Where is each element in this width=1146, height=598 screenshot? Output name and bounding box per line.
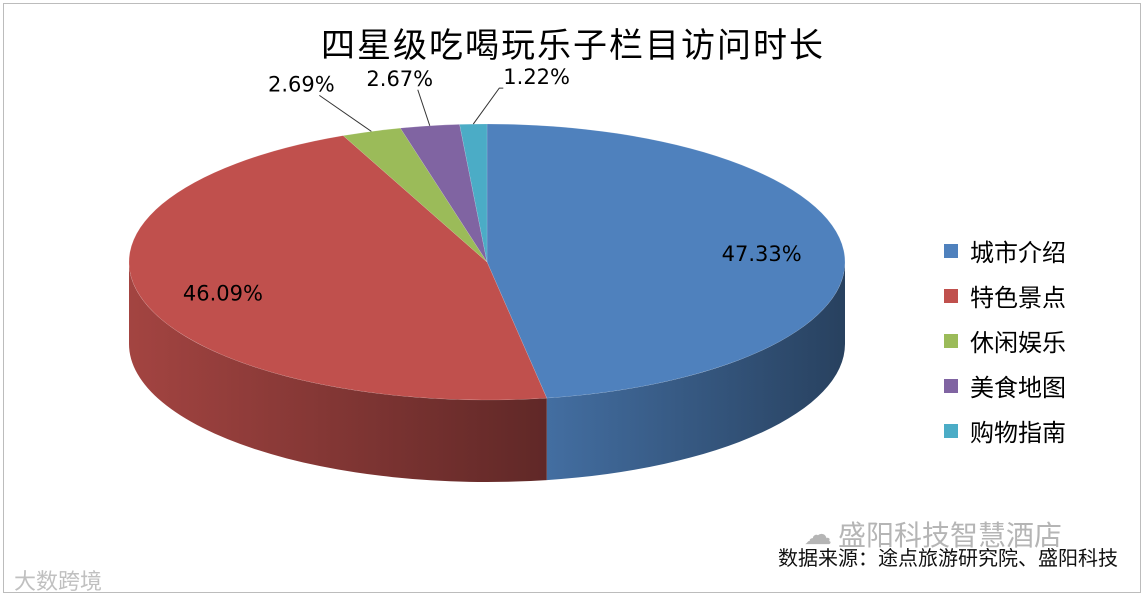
- legend-label: 特色景点: [970, 284, 1066, 312]
- legend-item: 城市介绍: [944, 228, 1066, 273]
- source-note: 数据来源：途点旅游研究院、盛阳科技: [778, 546, 1118, 570]
- chart-frame: 四星级吃喝玩乐子栏目访问时长 47.33% 46.09% 2.69% 2.67% 1.2…: [3, 3, 1141, 595]
- pie-side-1: [546, 262, 845, 481]
- legend-item: 购物指南: [944, 408, 1066, 453]
- pie-chart: 47.33% 46.09% 2.69% 2.67% 1.22%: [128, 65, 846, 482]
- pie-slice-1: [486, 123, 846, 399]
- watermark-logo: 大数跨境: [14, 570, 103, 595]
- legend-swatch: [944, 333, 958, 348]
- leader-line-5: [472, 87, 504, 125]
- pie-slice-4: [399, 124, 488, 263]
- legend-label: 购物指南: [970, 419, 1066, 447]
- wechat-icon: ☁: [804, 517, 832, 551]
- legend-swatch: [944, 288, 958, 303]
- pie-side-walls: [129, 262, 845, 482]
- legend-label: 休闲娱乐: [970, 329, 1066, 357]
- pie-slice-5: [459, 123, 488, 263]
- pie-slice-3: [342, 127, 488, 263]
- leader-line-4: [417, 89, 431, 126]
- legend-item: 美食地图: [944, 363, 1066, 408]
- watermark-account-text: 盛阳科技智慧酒店: [838, 519, 1063, 552]
- pie-slices: [128, 123, 846, 401]
- legend-swatch: [944, 378, 958, 393]
- data-label-5: 1.22%: [503, 65, 570, 89]
- data-label-2: 46.09%: [183, 281, 263, 305]
- leader-line-3: [319, 94, 372, 132]
- data-label-1: 47.33%: [722, 242, 802, 266]
- legend-item: 休闲娱乐: [944, 318, 1066, 363]
- legend-item: 特色景点: [944, 273, 1066, 318]
- data-label-3: 2.69%: [268, 72, 335, 96]
- legend-swatch: [944, 243, 958, 258]
- legend-label: 美食地图: [970, 374, 1066, 402]
- legend-swatch: [944, 423, 958, 438]
- watermark-account: ☁ 盛阳科技智慧酒店: [804, 514, 1062, 554]
- legend-label: 城市介绍: [970, 239, 1066, 267]
- pie-side-2: [129, 262, 547, 482]
- legend: 城市介绍特色景点休闲娱乐美食地图购物指南: [944, 228, 1066, 453]
- data-label-4: 2.67%: [366, 67, 433, 91]
- data-labels: 47.33% 46.09% 2.69% 2.67% 1.22%: [183, 65, 802, 305]
- pie-slice-2: [128, 135, 548, 401]
- chart-title: 四星级吃喝玩乐子栏目访问时长: [321, 26, 825, 66]
